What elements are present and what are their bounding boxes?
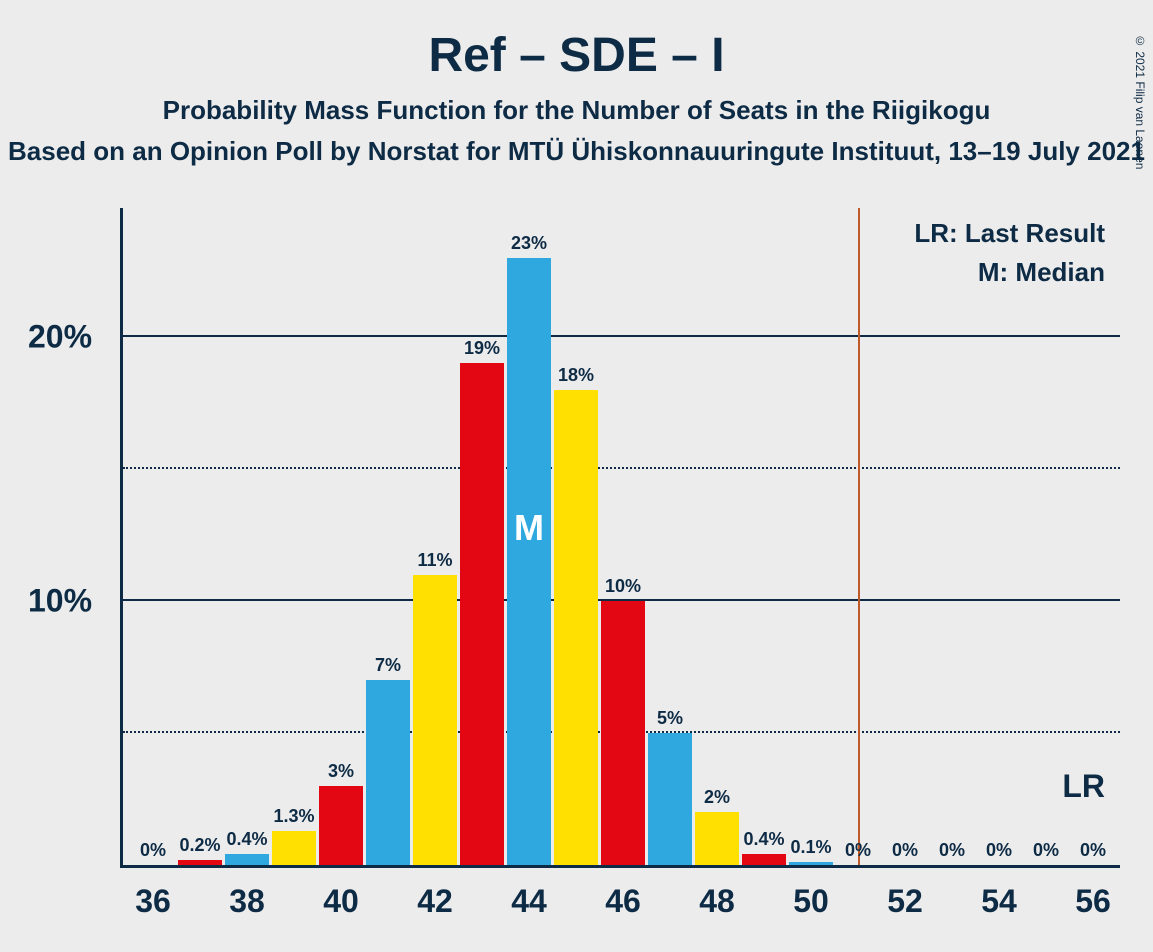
x-axis-label: 36 xyxy=(135,883,171,920)
lr-label: LR xyxy=(1062,768,1105,805)
bar xyxy=(366,680,410,865)
chart-area: LR: Last Result M: Median 10%20%LR0%0.2%… xyxy=(120,208,1120,868)
bar xyxy=(460,363,504,865)
x-axis-label: 54 xyxy=(981,883,1017,920)
x-axis-label: 56 xyxy=(1075,883,1111,920)
bar-value-label: 11% xyxy=(405,550,465,571)
bar-value-label: 19% xyxy=(452,338,512,359)
bar-value-label: 5% xyxy=(640,708,700,729)
bar xyxy=(413,575,457,865)
bar-value-label: 2% xyxy=(687,787,747,808)
bar xyxy=(695,812,739,865)
x-axis-label: 38 xyxy=(229,883,265,920)
legend-lr: LR: Last Result xyxy=(914,214,1105,253)
x-axis-label: 46 xyxy=(605,883,641,920)
bar-value-label: 7% xyxy=(358,655,418,676)
median-marker: M xyxy=(514,507,544,549)
x-axis-label: 44 xyxy=(511,883,547,920)
bar-value-label: 10% xyxy=(593,576,653,597)
bar xyxy=(225,854,269,865)
bar-value-label: 0% xyxy=(1063,840,1123,861)
bar xyxy=(601,601,645,865)
copyright-text: © 2021 Filip van Laenen xyxy=(1133,34,1147,169)
bar-value-label: 23% xyxy=(499,233,559,254)
bar-value-label: 3% xyxy=(311,761,371,782)
x-axis-label: 40 xyxy=(323,883,359,920)
bar xyxy=(178,860,222,865)
gridline-dotted xyxy=(123,467,1120,469)
legend-m: M: Median xyxy=(914,253,1105,292)
bar-value-label: 18% xyxy=(546,365,606,386)
last-result-line xyxy=(858,208,860,865)
bar xyxy=(789,862,833,865)
bar xyxy=(319,786,363,865)
y-axis-label: 20% xyxy=(28,319,92,356)
bar xyxy=(742,854,786,865)
bar-value-label: 1.3% xyxy=(264,806,324,827)
subtitle-2: Based on an Opinion Poll by Norstat for … xyxy=(0,136,1153,167)
bar-value-label: 0.4% xyxy=(217,829,277,850)
x-axis-label: 52 xyxy=(887,883,923,920)
y-axis-label: 10% xyxy=(28,583,92,620)
subtitle: Probability Mass Function for the Number… xyxy=(0,95,1153,126)
x-axis-label: 42 xyxy=(417,883,453,920)
bar xyxy=(554,390,598,865)
x-axis-label: 50 xyxy=(793,883,829,920)
x-axis-label: 48 xyxy=(699,883,735,920)
chart-titles: Ref – SDE – I Probability Mass Function … xyxy=(0,28,1153,167)
legend: LR: Last Result M: Median xyxy=(914,214,1105,292)
plot-area: LR: Last Result M: Median 10%20%LR0%0.2%… xyxy=(120,208,1120,868)
gridline-solid xyxy=(123,335,1120,337)
main-title: Ref – SDE – I xyxy=(0,28,1153,83)
bar xyxy=(272,831,316,865)
bar xyxy=(507,258,551,865)
bar xyxy=(648,733,692,865)
